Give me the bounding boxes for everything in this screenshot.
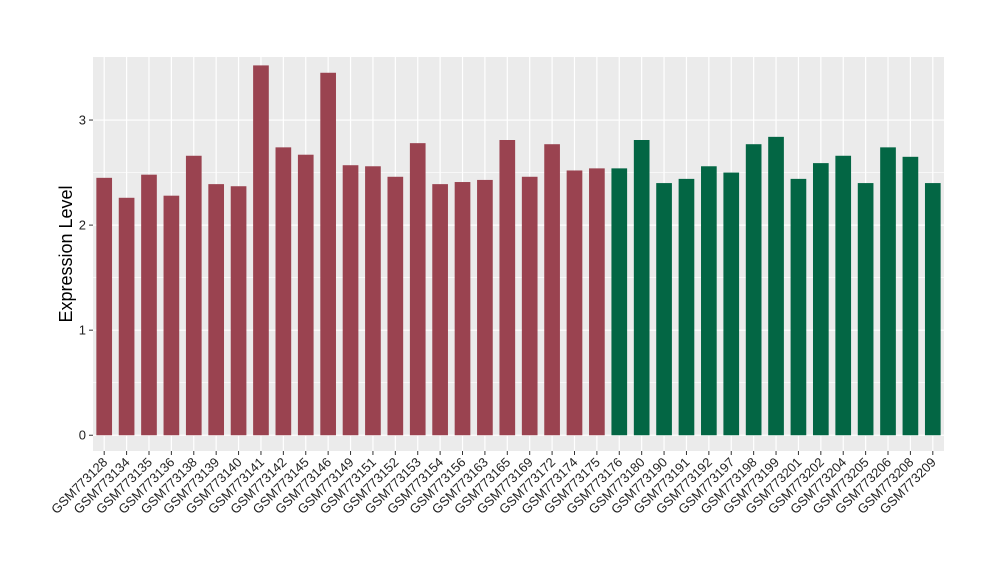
bar-GSM773202 [812,163,829,436]
bar-GSM773138 [185,155,202,436]
bar-GSM773175 [589,168,605,436]
bars [96,65,941,436]
y-tick-label: 2 [79,218,86,233]
bar-GSM773172 [544,144,560,436]
bar-GSM773135 [141,174,157,436]
y-axis: 0 1 2 3 [79,113,93,443]
bar-GSM773149 [342,165,359,436]
bar-GSM773156 [454,182,471,436]
bar-GSM773165 [499,140,516,436]
bar-GSM773201 [790,178,807,436]
bar-GSM773190 [656,183,672,436]
bar-GSM773163 [477,179,493,436]
bar-GSM773191 [678,178,695,436]
bar-GSM773197 [723,172,740,436]
bar-GSM773146 [320,72,336,436]
bar-GSM773209 [924,183,941,436]
bar-GSM773208 [902,156,919,436]
bar-GSM773151 [365,166,381,436]
bar-GSM773176 [611,168,628,436]
bar-GSM773128 [96,177,113,436]
bar-GSM773142 [275,147,292,436]
bar-GSM773204 [835,155,852,436]
bar-GSM773134 [118,197,135,436]
bar-GSM773141 [253,65,269,436]
bar-GSM773174 [566,170,583,436]
bar-GSM773152 [387,176,404,436]
bar-GSM773206 [880,147,896,436]
bar-GSM773205 [857,183,874,436]
bar-GSM773180 [633,140,650,436]
bar-GSM773169 [521,176,538,436]
y-tick-label: 0 [79,428,86,443]
bar-GSM773199 [768,136,784,436]
bar-GSM773192 [701,166,717,436]
bar-GSM773139 [208,184,225,436]
y-tick-label: 3 [79,113,86,128]
bar-GSM773153 [409,143,426,436]
y-tick-label: 1 [79,323,86,338]
bar-GSM773145 [297,154,314,436]
bar-GSM773140 [230,186,247,436]
bar-GSM773198 [745,144,762,436]
x-axis: GSM773128GSM773134GSM773135GSM773136GSM7… [48,451,939,517]
bar-GSM773154 [432,184,448,436]
bar-GSM773136 [163,195,180,436]
y-axis-title: Expression Level [56,185,76,322]
